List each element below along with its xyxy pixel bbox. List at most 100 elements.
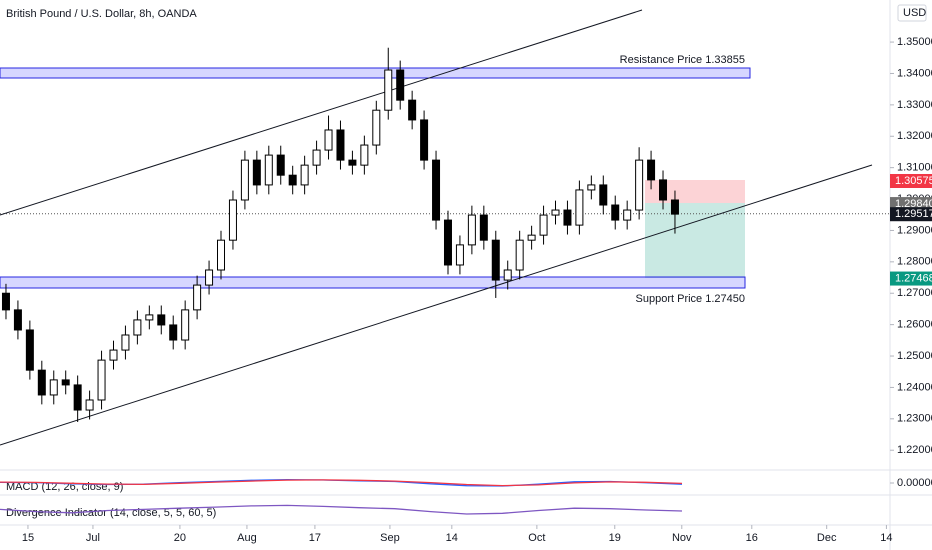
price-label: 1.27468: [895, 272, 932, 284]
y-tick-label: 1.31000: [897, 162, 932, 174]
candle-body: [25, 329, 34, 371]
candle-body: [37, 369, 46, 396]
candle-body: [611, 204, 620, 221]
candle-body: [312, 149, 321, 166]
y-tick-label: 1.22000: [897, 444, 932, 456]
x-tick-label: Aug: [237, 532, 257, 544]
channel-lower: [0, 164, 873, 446]
candle-body: [288, 174, 297, 186]
channel-upper: [0, 9, 643, 216]
candle-body: [432, 159, 441, 221]
candle-body: [360, 144, 369, 166]
stop-zone: [645, 180, 745, 203]
x-tick-label: 14: [880, 532, 892, 544]
candle-body: [479, 214, 488, 241]
y-tick-label: 1.25000: [897, 350, 932, 362]
candle-body: [408, 99, 417, 121]
candle-body: [264, 154, 273, 186]
candle-body: [372, 109, 381, 146]
indicator-line: [0, 479, 683, 487]
candle-body: [551, 209, 560, 216]
candle-body: [324, 129, 333, 151]
candle-body: [503, 269, 512, 281]
y-tick-label: 1.24000: [897, 381, 932, 393]
candle-body: [49, 379, 58, 396]
currency-label[interactable]: USD: [903, 7, 926, 19]
candle-body: [420, 119, 429, 161]
candle-body: [575, 189, 584, 226]
x-tick-label: Jul: [86, 532, 100, 544]
candle-body: [491, 239, 500, 281]
indicator-line: [0, 504, 683, 515]
x-tick-label: Oct: [528, 532, 545, 544]
y-tick-label: 1.28000: [897, 256, 932, 268]
y-tick-label: 0.00000: [897, 477, 932, 489]
x-tick-label: 15: [22, 532, 34, 544]
candle-body: [145, 314, 154, 321]
x-tick-label: 17: [309, 532, 321, 544]
candle-body: [527, 234, 536, 241]
candle-body: [121, 334, 130, 351]
price-label-box: [890, 173, 932, 188]
candle-body: [133, 319, 142, 336]
price-label-box: [890, 207, 932, 222]
candle-body: [336, 129, 345, 161]
target-zone: [645, 203, 745, 278]
y-tick-label: 1.34000: [897, 67, 932, 79]
candle-body: [61, 379, 70, 386]
y-tick-label: 1.23000: [897, 413, 932, 425]
y-tick-label: 1.35000: [897, 36, 932, 48]
candle-body: [396, 69, 405, 101]
candle-body: [647, 159, 656, 181]
candle-body: [252, 159, 261, 186]
candle-body: [217, 239, 226, 271]
candle-body: [109, 349, 118, 361]
candle-body: [563, 209, 572, 226]
candle-body: [193, 284, 202, 311]
y-tick-label: 1.29000: [897, 224, 932, 236]
candle-body: [670, 199, 679, 215]
x-tick-label: Dec: [817, 532, 837, 544]
x-tick-label: Nov: [672, 532, 692, 544]
candle-body: [443, 219, 452, 266]
y-tick-label: 1.33000: [897, 99, 932, 111]
x-tick-label: 16: [746, 532, 758, 544]
candle-body: [455, 244, 464, 266]
candle-body: [169, 324, 178, 341]
x-tick-label: 19: [609, 532, 621, 544]
candle-body: [276, 154, 285, 176]
candle-body: [205, 269, 214, 286]
price-label: 1.30575: [895, 175, 932, 187]
candle-body: [181, 309, 190, 341]
y-tick-label: 1.27000: [897, 287, 932, 299]
candle-body: [599, 184, 608, 206]
candle-body: [348, 159, 357, 166]
resistance-label: Resistance Price 1.33855: [620, 54, 745, 66]
support-zone: [0, 276, 746, 289]
support-label: Support Price 1.27450: [636, 293, 745, 305]
candle-body: [228, 199, 237, 241]
candle-body: [587, 184, 596, 191]
candle-body: [384, 69, 393, 111]
x-tick-label: 14: [446, 532, 458, 544]
y-tick-label: 1.32000: [897, 130, 932, 142]
divergence-label: Divergence Indicator (14, close, 5, 5, 6…: [6, 507, 216, 519]
candle-body: [240, 159, 249, 201]
candle-body: [157, 314, 166, 326]
price-label-box: [890, 271, 932, 286]
candle-body: [467, 214, 476, 246]
y-tick-label: 1.26000: [897, 319, 932, 331]
resistance-zone: [0, 67, 751, 79]
candle-body: [659, 179, 668, 201]
candle-body: [623, 209, 632, 221]
candle-body: [1, 292, 10, 311]
currency-box[interactable]: [897, 4, 927, 22]
price-label: 1.29517: [895, 208, 932, 220]
candle-body: [85, 399, 94, 411]
candle-body: [73, 384, 82, 411]
candle-body: [635, 159, 644, 211]
price-label: 1.29840: [895, 198, 932, 210]
candle-body: [13, 309, 22, 331]
